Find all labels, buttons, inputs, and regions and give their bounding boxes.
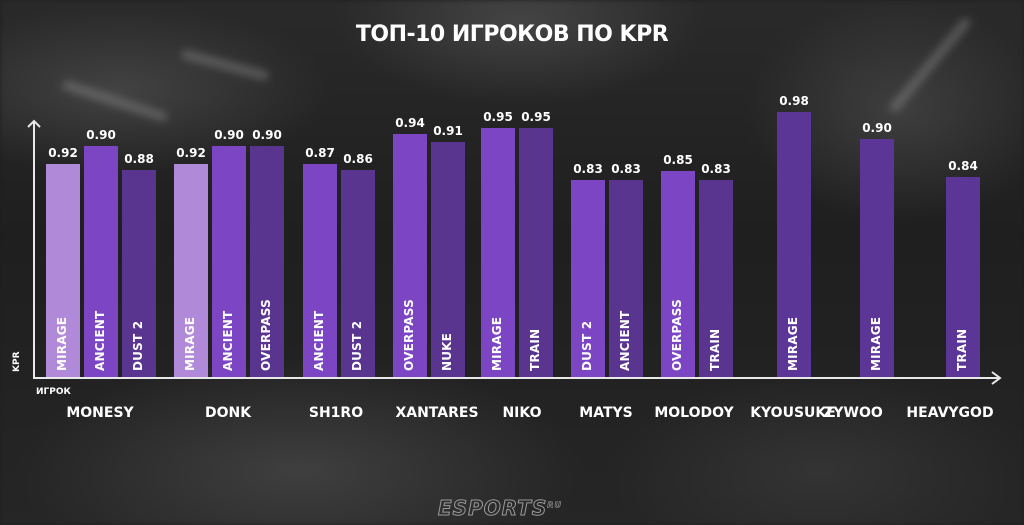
- x-axis-label: ИГРОК: [36, 387, 71, 397]
- bar-value-label: 0.83: [573, 162, 603, 176]
- bar-value-label: 0.83: [701, 162, 731, 176]
- bar-map-label: MIRAGE: [183, 316, 197, 371]
- bar-map-label: OVERPASS: [402, 299, 416, 371]
- bar: 0.91 NUKE: [431, 124, 465, 377]
- bar-value-label: 0.90: [252, 128, 282, 142]
- bar-map-label: OVERPASS: [670, 299, 684, 371]
- bar-map-label: DUST 2: [580, 320, 594, 371]
- bar: 0.84 TRAIN: [946, 159, 980, 377]
- bar-value-label: 0.87: [305, 146, 335, 160]
- bar-value-label: 0.85: [663, 153, 693, 167]
- bar-value-label: 0.86: [343, 152, 373, 166]
- bar-value-label: 0.83: [611, 162, 641, 176]
- bar-map-label: ANCIENT: [93, 310, 107, 371]
- bar: 0.87 ANCIENT: [303, 146, 337, 377]
- bar-value-label: 0.91: [433, 124, 463, 138]
- bar-map-label: DUST 2: [131, 320, 145, 371]
- bar: 0.92 MIRAGE: [46, 146, 80, 377]
- bar-value-label: 0.88: [124, 152, 154, 166]
- player-name-label: XANTARES: [395, 405, 479, 421]
- x-axis-arrow-icon: [991, 371, 1002, 385]
- bar-map-label: MIRAGE: [55, 316, 69, 371]
- player-name-label: KYOUSUKE: [750, 405, 836, 421]
- player-name-label: MATYS: [579, 405, 633, 421]
- bar-value-label: 0.90: [862, 121, 892, 135]
- bar: 0.95 TRAIN: [519, 110, 553, 377]
- y-axis-line: [33, 122, 35, 379]
- bar-map-label: DUST 2: [350, 320, 364, 371]
- bar-value-label: 0.95: [521, 110, 551, 124]
- bar-value-label: 0.92: [176, 146, 206, 160]
- bar: 0.94 OVERPASS: [393, 116, 427, 377]
- bar: 0.90 ANCIENT: [84, 128, 118, 377]
- bar: 0.83 TRAIN: [699, 162, 733, 377]
- y-axis-arrow-icon: [27, 119, 41, 128]
- chart-title: ТОП-10 ИГРОКОВ ПО KPR: [355, 22, 669, 47]
- bar-value-label: 0.90: [86, 128, 116, 142]
- esports-logo: ESPORTSRU: [437, 496, 562, 521]
- y-axis-label: KPR: [12, 351, 22, 372]
- bar-value-label: 0.94: [395, 116, 425, 130]
- bar-map-label: NUKE: [440, 332, 454, 371]
- bar-value-label: 0.92: [48, 146, 78, 160]
- bar-map-label: MIRAGE: [786, 316, 800, 371]
- logo-suffix: RU: [547, 500, 562, 510]
- player-name-label: HEAVYGOD: [906, 405, 994, 421]
- player-name-label: DONK: [204, 405, 252, 421]
- bar-map-label: TRAIN: [955, 328, 969, 371]
- bar-map-label: MIRAGE: [490, 316, 504, 371]
- bar: 0.98 MIRAGE: [777, 94, 811, 377]
- bar-map-label: ANCIENT: [618, 310, 632, 371]
- bar-value-label: 0.90: [214, 128, 244, 142]
- bar: 0.90 ANCIENT: [212, 128, 246, 377]
- player-name-label: NIKO: [502, 405, 542, 421]
- bar-map-label: TRAIN: [528, 328, 542, 371]
- bar: 0.83 ANCIENT: [609, 162, 643, 377]
- bar: 0.90 MIRAGE: [860, 121, 894, 377]
- bar-value-label: 0.84: [948, 159, 978, 173]
- bar: 0.88 DUST 2: [122, 152, 156, 377]
- bar-map-label: ANCIENT: [221, 310, 235, 371]
- bar: 0.86 DUST 2: [341, 152, 375, 377]
- bar: 0.92 MIRAGE: [174, 146, 208, 377]
- bar-value-label: 0.98: [779, 94, 809, 108]
- bar-map-label: MIRAGE: [869, 316, 883, 371]
- bar: 0.95 MIRAGE: [481, 110, 515, 377]
- bar: 0.85 OVERPASS: [661, 153, 695, 377]
- bar-map-label: ANCIENT: [312, 310, 326, 371]
- player-name-label: MOLODOY: [654, 405, 734, 421]
- logo-text: ESPORTS: [437, 496, 548, 521]
- x-axis-line: [33, 377, 999, 379]
- bar-map-label: TRAIN: [708, 328, 722, 371]
- bar-map-label: OVERPASS: [259, 299, 273, 371]
- bar-value-label: 0.95: [483, 110, 513, 124]
- player-name-label: ZYWOO: [823, 405, 883, 421]
- bar: 0.90 OVERPASS: [250, 128, 284, 377]
- player-name-label: SH1RO: [308, 405, 364, 421]
- player-name-label: MONESY: [66, 405, 134, 421]
- bar: 0.83 DUST 2: [571, 162, 605, 377]
